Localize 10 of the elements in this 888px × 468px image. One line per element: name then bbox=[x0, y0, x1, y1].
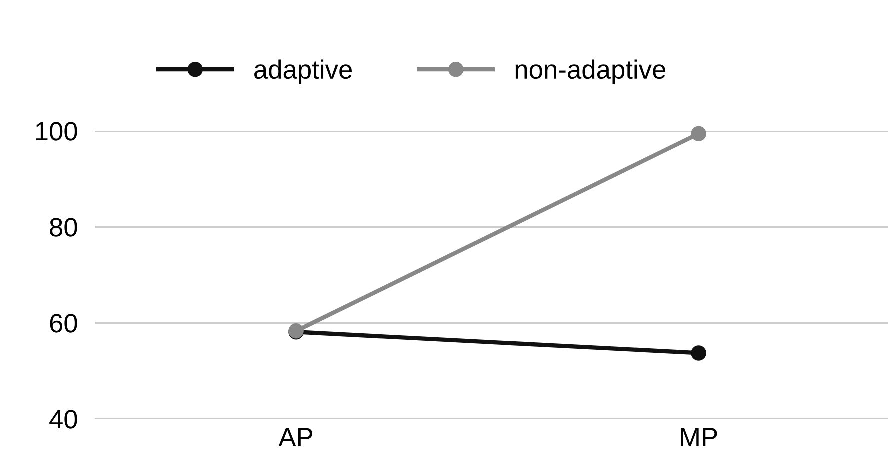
y-tick-label: 100 bbox=[36, 122, 78, 141]
legend-label: adaptive bbox=[254, 60, 352, 84]
y-tick-label: 40 bbox=[50, 410, 78, 429]
point bbox=[691, 346, 706, 361]
y-tick-label: 80 bbox=[50, 218, 78, 237]
x-tick-label: MP bbox=[681, 428, 718, 446]
x-tick-label: AP bbox=[278, 428, 312, 446]
y-tick-label: 60 bbox=[50, 314, 78, 333]
legend-label: non-adaptive bbox=[516, 60, 666, 84]
point bbox=[691, 126, 706, 142]
